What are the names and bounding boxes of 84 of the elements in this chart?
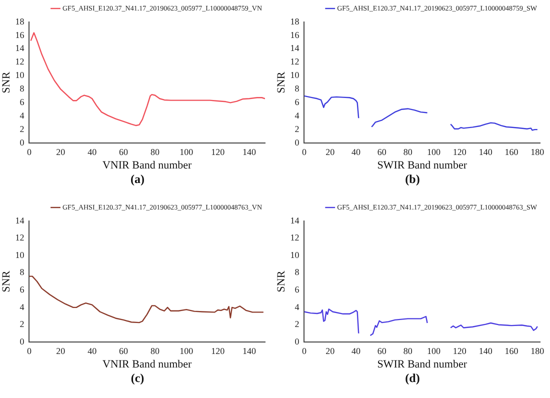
y-tick-label: 8 bbox=[20, 267, 25, 278]
x-axis-title: VNIR Band number bbox=[102, 358, 192, 370]
text: (b) bbox=[404, 172, 421, 187]
y-tick-label: 10 bbox=[15, 70, 25, 80]
x-tick-label: 40 bbox=[352, 146, 362, 157]
y-axis-title: SNR bbox=[0, 270, 12, 292]
x-tick-label: 100 bbox=[180, 346, 194, 356]
text: (c) bbox=[130, 371, 146, 386]
x-tick-label: 180 bbox=[530, 146, 545, 157]
y-tick-label: 6 bbox=[294, 97, 300, 108]
x-tick-label: 80 bbox=[150, 346, 160, 356]
y-tick-label: 12 bbox=[15, 232, 24, 243]
x-tick-label: 40 bbox=[88, 146, 98, 157]
text: (a) bbox=[130, 172, 146, 187]
y-tick-label: 4 bbox=[20, 302, 25, 312]
y-axis-title: SNR bbox=[0, 71, 12, 94]
x-tick-label: 100 bbox=[180, 146, 194, 157]
y-tick-label: 6 bbox=[294, 284, 300, 294]
x-tick-label: 0 bbox=[26, 346, 32, 356]
y-tick-label: 10 bbox=[15, 250, 25, 260]
x-tick-label: 140 bbox=[242, 146, 257, 157]
x-tick-label: 20 bbox=[56, 346, 66, 356]
x-tick-label: 80 bbox=[403, 146, 413, 157]
y-tick-label: 8 bbox=[294, 84, 300, 94]
x-tick-label: 120 bbox=[211, 346, 226, 356]
y-tick-label: 0 bbox=[294, 336, 300, 346]
x-tick-label: 140 bbox=[478, 146, 493, 157]
x-tick-label: 80 bbox=[403, 346, 413, 356]
x-tick-label: 20 bbox=[326, 346, 336, 356]
y-tick-label: 4 bbox=[20, 110, 25, 120]
y-tick-label: 2 bbox=[294, 124, 300, 134]
x-tick-label: 60 bbox=[119, 346, 129, 356]
x-tick-label: 140 bbox=[478, 346, 493, 356]
y-tick-label: 10 bbox=[290, 250, 300, 260]
y-tick-label: 0 bbox=[20, 137, 25, 148]
y-tick-label: 12 bbox=[15, 56, 24, 67]
x-tick-label: 0 bbox=[302, 346, 307, 356]
y-tick-label: 2 bbox=[294, 319, 300, 330]
x-tick-label: 80 bbox=[150, 146, 160, 157]
y-tick-label: 14 bbox=[290, 215, 300, 226]
x-tick-label: 0 bbox=[26, 146, 32, 157]
x-tick-label: 20 bbox=[56, 146, 66, 157]
y-tick-label: 2 bbox=[20, 319, 24, 330]
x-tick-label: 100 bbox=[427, 346, 442, 356]
y-tick-label: 10 bbox=[290, 70, 300, 80]
y-tick-label: 12 bbox=[290, 232, 300, 243]
x-tick-label: 40 bbox=[88, 346, 98, 356]
x-tick-label: 160 bbox=[504, 346, 519, 356]
y-tick-label: 8 bbox=[20, 84, 25, 94]
y-tick-label: 2 bbox=[20, 124, 24, 134]
y-tick-label: 16 bbox=[15, 30, 25, 40]
y-tick-label: 14 bbox=[15, 43, 25, 54]
text: (d) bbox=[404, 371, 421, 386]
x-tick-label: 40 bbox=[352, 346, 362, 356]
y-tick-label: 0 bbox=[20, 336, 25, 346]
x-axis-title: VNIR Band number bbox=[102, 159, 192, 172]
x-tick-label: 120 bbox=[211, 146, 226, 157]
x-tick-label: 60 bbox=[377, 346, 387, 356]
x-tick-label: 0 bbox=[302, 146, 307, 157]
y-tick-label: 16 bbox=[290, 30, 300, 40]
y-tick-label: 4 bbox=[294, 302, 300, 312]
y-tick-label: 4 bbox=[294, 110, 300, 120]
y-tick-label: 18 bbox=[290, 16, 300, 26]
x-tick-label: 160 bbox=[504, 146, 519, 157]
y-tick-label: 6 bbox=[20, 97, 25, 108]
x-tick-label: 100 bbox=[427, 146, 442, 157]
y-axis-title: SNR bbox=[275, 71, 288, 94]
y-tick-label: 14 bbox=[290, 43, 300, 54]
y-tick-label: 6 bbox=[20, 284, 25, 294]
x-tick-label: 20 bbox=[326, 146, 336, 157]
y-tick-label: 8 bbox=[294, 267, 300, 278]
y-tick-label: 14 bbox=[15, 215, 25, 226]
y-tick-label: 12 bbox=[290, 56, 300, 67]
x-tick-label: 120 bbox=[452, 346, 467, 356]
x-tick-label: 60 bbox=[119, 146, 129, 157]
y-tick-label: 18 bbox=[15, 16, 25, 26]
x-tick-label: 180 bbox=[530, 346, 545, 356]
x-tick-label: 140 bbox=[242, 346, 257, 356]
x-axis-title: SWIR Band number bbox=[377, 159, 468, 172]
x-axis-title: SWIR Band number bbox=[377, 358, 468, 370]
y-axis-title: SNR bbox=[275, 270, 288, 292]
y-tick-label: 0 bbox=[294, 137, 300, 148]
x-tick-label: 60 bbox=[377, 146, 387, 157]
x-tick-label: 120 bbox=[452, 146, 467, 157]
